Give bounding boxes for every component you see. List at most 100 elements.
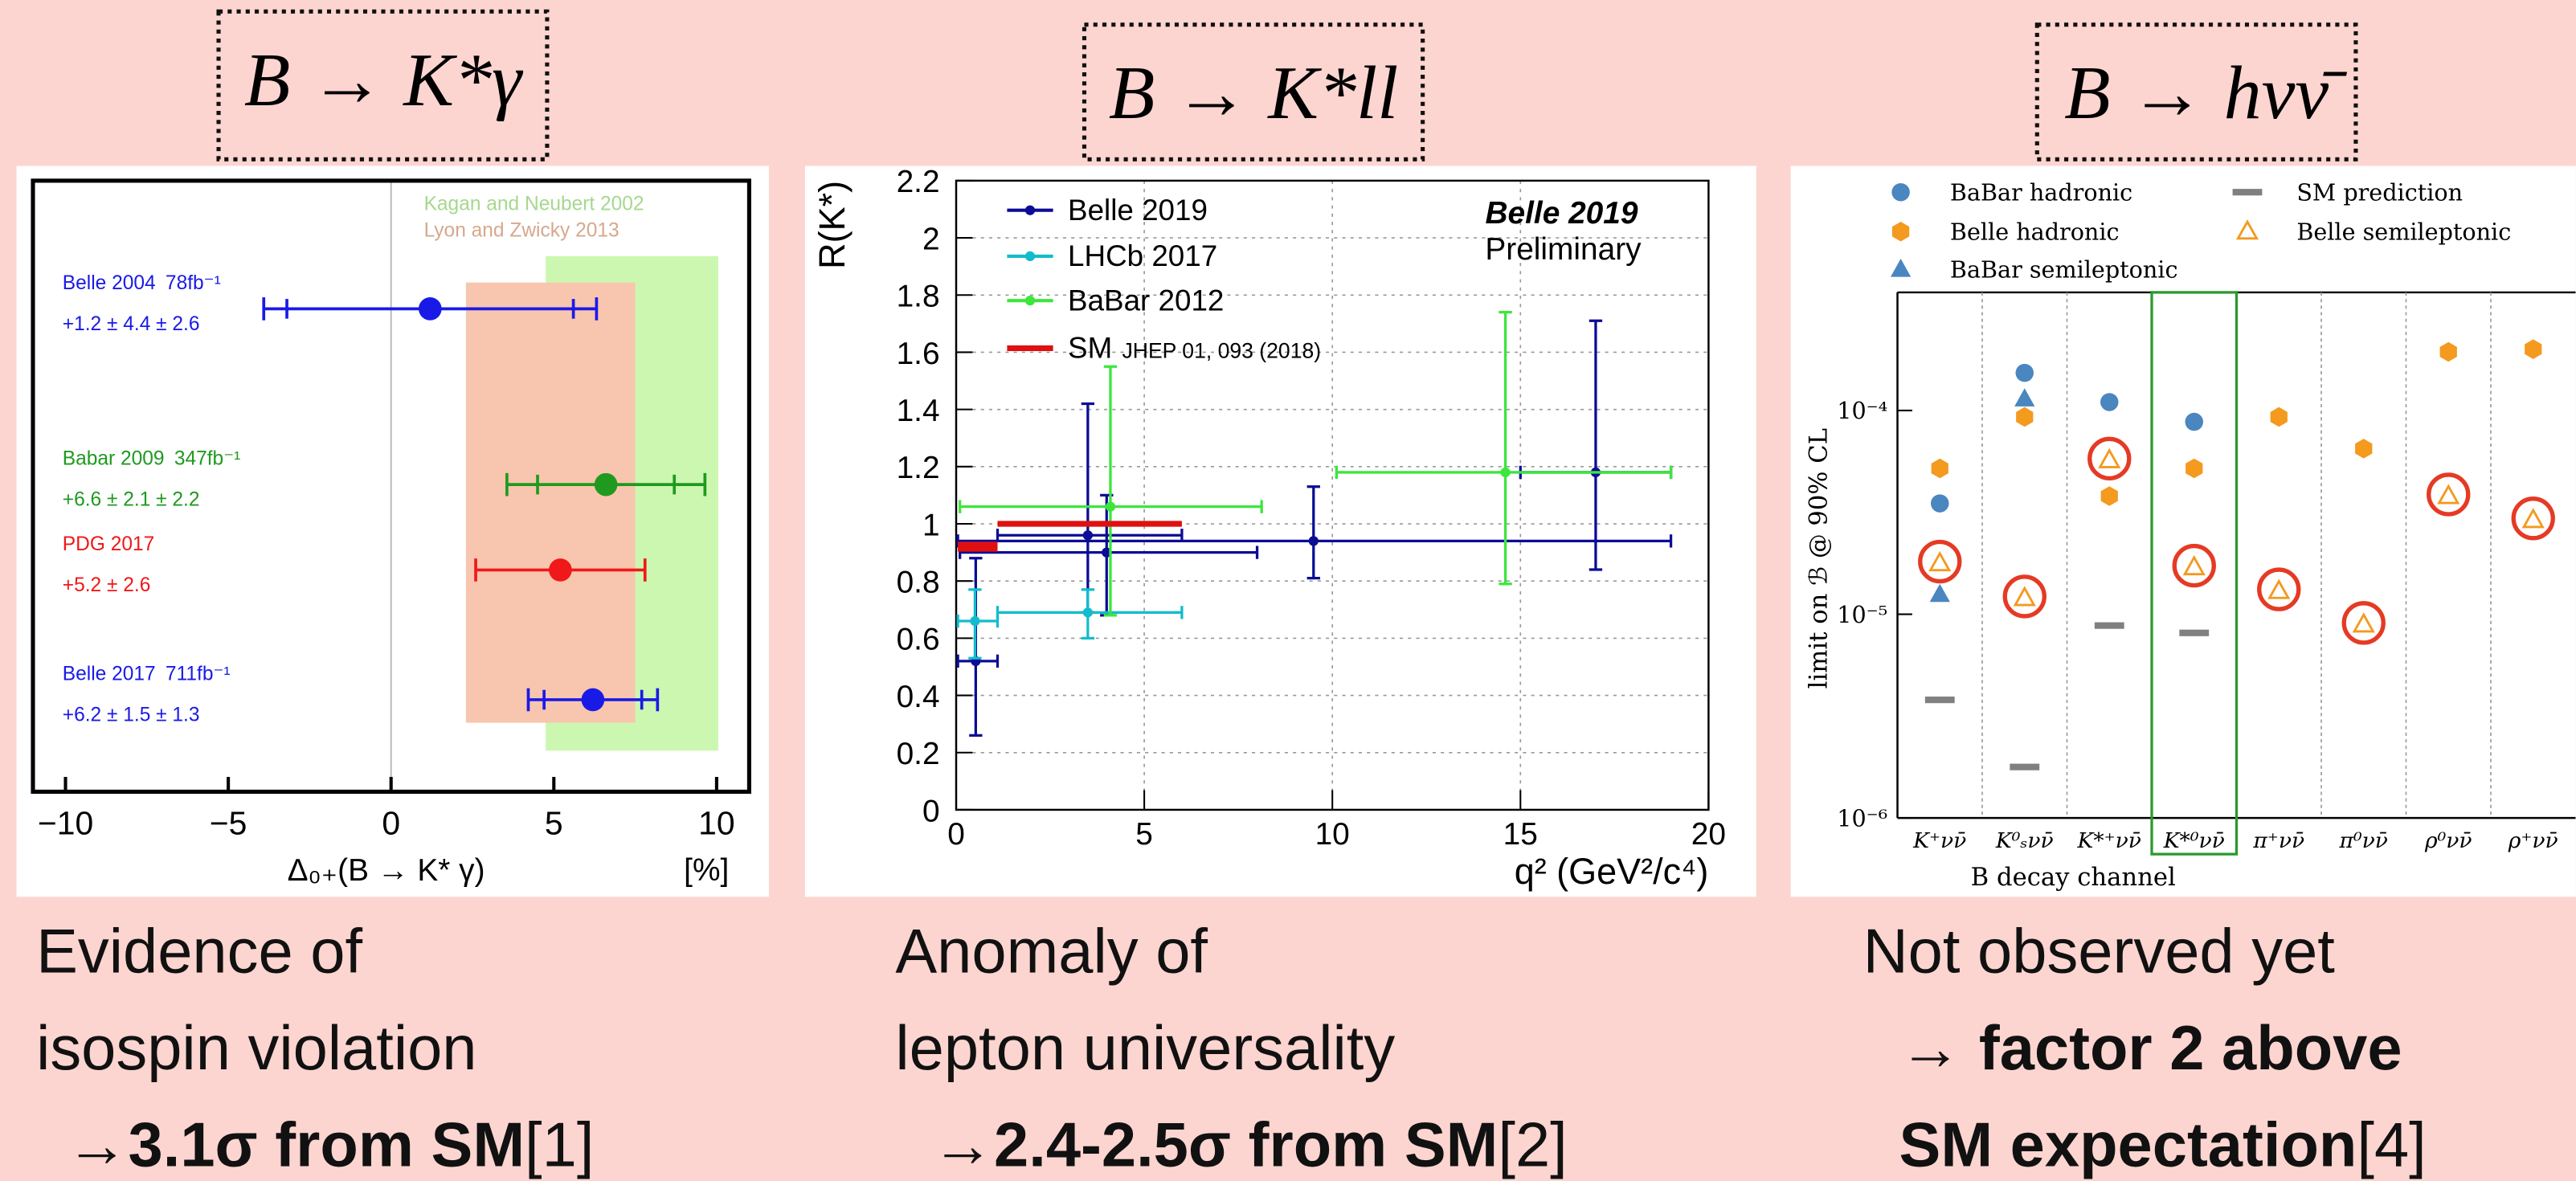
legend-label: SM JHEP 01, 093 (2018) <box>1068 332 1321 365</box>
x-axis-label: Δ₀₊(B → K* γ) <box>288 853 485 888</box>
caption-line: Anomaly of <box>895 917 1208 986</box>
y-tick-label: 2.2 <box>897 165 940 199</box>
point <box>1931 458 1948 479</box>
panel <box>1790 166 2576 897</box>
point <box>970 615 980 627</box>
y-tick-label: 10⁻⁶ <box>1837 804 1887 832</box>
value-label: +6.6 ± 2.1 ± 2.2 <box>63 489 200 511</box>
caption-run: → <box>66 1111 129 1180</box>
caption-run: Anomaly of <box>895 917 1208 986</box>
frame <box>955 179 1710 811</box>
legend-label: Belle hadronic <box>1950 218 2120 245</box>
point <box>2182 554 2206 576</box>
point <box>2439 341 2457 362</box>
y-tick-label: 10⁻⁴ <box>1837 397 1887 424</box>
series-label: Babar 2009 347fb⁻¹ <box>63 448 241 470</box>
point <box>2521 508 2545 529</box>
band-label: Kagan and Neubert 2002 <box>424 194 644 215</box>
x-axis-label: B decay channel <box>1971 864 2176 892</box>
x-tick-label: π⁺νν̄ <box>2252 828 2304 853</box>
point <box>2186 458 2203 479</box>
x-axis-unit: [%] <box>684 853 729 888</box>
y-tick-label: 0.8 <box>897 566 940 600</box>
point <box>581 688 605 712</box>
legend-marker <box>1024 251 1036 262</box>
x-tick-label: −5 <box>210 805 247 842</box>
heading-box <box>216 9 550 161</box>
y-tick-label: 1.2 <box>897 451 940 485</box>
legend-name: Belle 2019 <box>1068 194 1208 227</box>
point <box>1928 550 1952 572</box>
annotation-subtitle: Preliminary <box>1485 232 1642 267</box>
caption-line: →3.1σ from SM[1] <box>66 1111 595 1180</box>
caption-run: Evidence of <box>36 917 362 986</box>
caption-line: →2.4-2.5σ from SM[2] <box>931 1111 1567 1180</box>
caption-line: SM expectation[4] <box>1899 1111 2427 1180</box>
legend-label: BaBar 2012 <box>1068 284 1224 317</box>
point <box>2098 447 2121 468</box>
band <box>465 282 636 723</box>
legend-marker <box>1891 222 1910 242</box>
caption-run: lepton universality <box>895 1014 1395 1083</box>
legend-reference: JHEP 01, 093 (2018) <box>1122 339 1322 363</box>
caption-run: [4] <box>2357 1111 2426 1180</box>
emphasis-circle <box>2002 574 2046 619</box>
x-tick-label: 5 <box>545 805 563 842</box>
legend-marker <box>1024 205 1036 215</box>
x-tick-label: K⁺νν̄ <box>1912 828 1966 853</box>
y-tick-label: 1.4 <box>897 394 940 428</box>
point <box>2270 407 2288 427</box>
legend-name: BaBar 2012 <box>1068 284 1224 317</box>
emphasis-circle <box>2172 543 2216 588</box>
series-label: Belle 2017 711fb⁻¹ <box>63 663 231 684</box>
y-tick-label: 0.2 <box>897 737 940 771</box>
point <box>2100 393 2119 411</box>
legend-name: LHCb 2017 <box>1068 239 1217 272</box>
point <box>2094 622 2124 629</box>
x-tick-label: K*⁺νν̄ <box>2077 828 2141 853</box>
point <box>1929 583 1950 603</box>
point <box>549 558 572 582</box>
highlight-column <box>2150 291 2239 856</box>
legend-label: Belle 2019 <box>1068 194 1208 227</box>
caption-line: isospin violation <box>36 1014 476 1083</box>
x-tick-label: ρ⁺νν̄ <box>2508 828 2558 853</box>
x-axis-label: q² (GeV²/c⁴) <box>1515 851 1709 892</box>
legend-label: BaBar hadronic <box>1950 178 2132 206</box>
legend-label: LHCb 2017 <box>1068 239 1217 272</box>
band-label: Lyon and Zwicky 2013 <box>424 219 619 241</box>
x-tick-label: 15 <box>1503 817 1538 852</box>
x-tick-label: 0 <box>947 817 965 852</box>
x-tick-label: 10 <box>1315 817 1350 852</box>
point <box>1082 607 1094 618</box>
caption-run: [1] <box>525 1111 594 1180</box>
legend-marker <box>1891 182 1910 202</box>
point <box>2179 629 2210 636</box>
heading-box <box>1082 22 1425 161</box>
x-tick-label: K⁰ₛνν̄ <box>1995 828 2054 853</box>
caption-run: → <box>931 1111 994 1180</box>
heading: B → K*γ <box>244 39 524 122</box>
annotation-title: Belle 2019 <box>1485 196 1638 231</box>
x-tick-label: π⁰νν̄ <box>2339 828 2388 853</box>
emphasis-circle <box>2341 601 2386 645</box>
point <box>419 297 442 321</box>
legend-marker <box>1890 259 1912 277</box>
x-tick-label: −10 <box>38 805 93 842</box>
series-label: PDG 2017 <box>63 533 154 555</box>
value-label: +6.2 ± 1.5 ± 1.3 <box>63 705 200 726</box>
series-lumi: 78fb⁻¹ <box>166 272 221 294</box>
caption-run: SM expectation <box>1899 1111 2357 1180</box>
x-tick-label: K*⁰νν̄ <box>2163 828 2225 853</box>
point <box>2185 412 2203 431</box>
legend-label: BaBar semileptonic <box>1950 256 2178 284</box>
series-lumi: 347fb⁻¹ <box>174 448 240 470</box>
x-tick-label: ρ⁰νν̄ <box>2424 828 2472 853</box>
series-name: Belle 2004 <box>63 272 156 294</box>
emphasis-circle <box>2257 567 2301 611</box>
y-tick-label: 2 <box>922 222 940 256</box>
series-name: Babar 2009 <box>63 448 165 470</box>
point <box>2010 763 2040 770</box>
point <box>2352 612 2375 633</box>
